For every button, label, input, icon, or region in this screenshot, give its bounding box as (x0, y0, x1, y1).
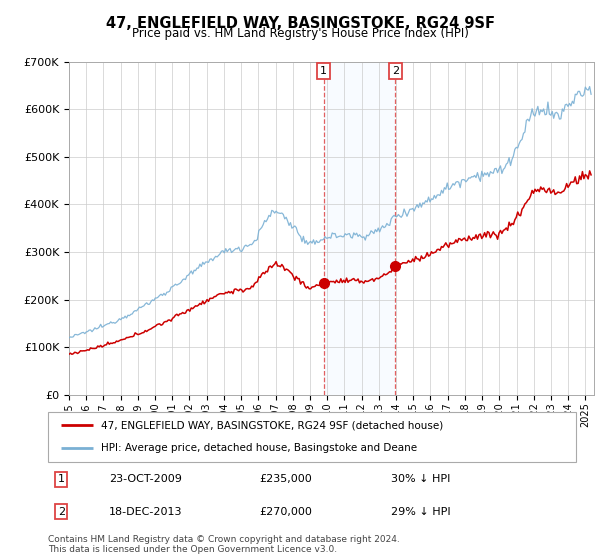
Text: 30% ↓ HPI: 30% ↓ HPI (391, 474, 451, 484)
Text: 29% ↓ HPI: 29% ↓ HPI (391, 507, 451, 517)
Text: 1: 1 (320, 66, 327, 76)
Text: 47, ENGLEFIELD WAY, BASINGSTOKE, RG24 9SF (detached house): 47, ENGLEFIELD WAY, BASINGSTOKE, RG24 9S… (101, 420, 443, 430)
Text: 18-DEC-2013: 18-DEC-2013 (109, 507, 182, 517)
Text: £235,000: £235,000 (259, 474, 312, 484)
Text: HPI: Average price, detached house, Basingstoke and Deane: HPI: Average price, detached house, Basi… (101, 444, 417, 454)
Text: 47, ENGLEFIELD WAY, BASINGSTOKE, RG24 9SF: 47, ENGLEFIELD WAY, BASINGSTOKE, RG24 9S… (106, 16, 494, 31)
Text: £270,000: £270,000 (259, 507, 312, 517)
FancyBboxPatch shape (48, 412, 576, 462)
Text: Price paid vs. HM Land Registry's House Price Index (HPI): Price paid vs. HM Land Registry's House … (131, 27, 469, 40)
Text: 23-OCT-2009: 23-OCT-2009 (109, 474, 182, 484)
Bar (323, 62, 395, 395)
Text: 1: 1 (58, 474, 65, 484)
Text: Contains HM Land Registry data © Crown copyright and database right 2024.
This d: Contains HM Land Registry data © Crown c… (48, 535, 400, 554)
Text: 2: 2 (58, 507, 65, 517)
Text: 2: 2 (392, 66, 399, 76)
